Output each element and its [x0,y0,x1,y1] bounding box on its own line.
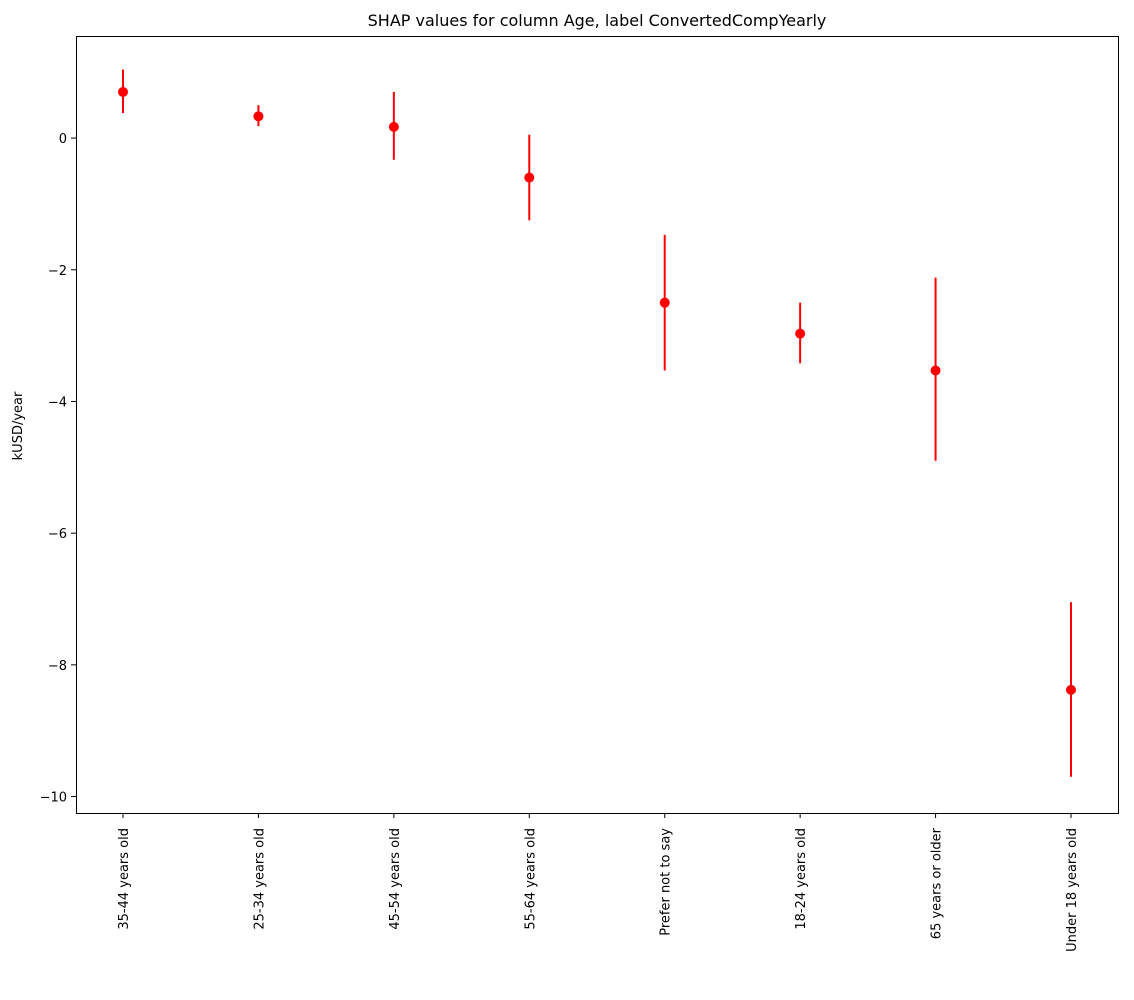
y-tick-label: −2 [48,264,67,279]
y-tick-label: 0 [59,132,67,147]
x-tick-label: 45-54 years old [388,828,403,930]
x-tick-label: 65 years or older [930,827,945,939]
y-tick-label: −10 [40,791,67,806]
data-point [253,111,264,122]
data-point [1066,684,1076,695]
data-point [795,328,806,339]
data-point [118,86,128,97]
data-marks [118,69,1076,777]
data-point [388,121,399,132]
y-tick-label: −4 [48,395,67,410]
y-tick-label: −6 [48,527,67,542]
chart-title: SHAP values for column Age, label Conver… [368,11,827,30]
y-axis-ticks: 0 −2 −4 −6 −8 −10 [40,132,76,806]
x-tick-label: Under 18 years old [1065,828,1080,952]
data-point [930,365,941,376]
x-axis-ticks: 35-44 years old 25-34 years old 45-54 year… [117,813,1080,952]
x-tick-label: 25-34 years old [252,828,267,930]
x-tick-label: 35-44 years old [117,828,132,930]
x-tick-label: 55-64 years old [523,828,538,930]
data-point [659,297,670,308]
y-tick-label: −8 [48,659,67,674]
x-tick-label: 18-24 years old [794,828,809,930]
y-axis-label: kUSD/year [11,391,26,460]
data-point [524,172,535,183]
x-tick-label: Prefer not to say [659,828,674,936]
plot-frame [76,36,1119,814]
